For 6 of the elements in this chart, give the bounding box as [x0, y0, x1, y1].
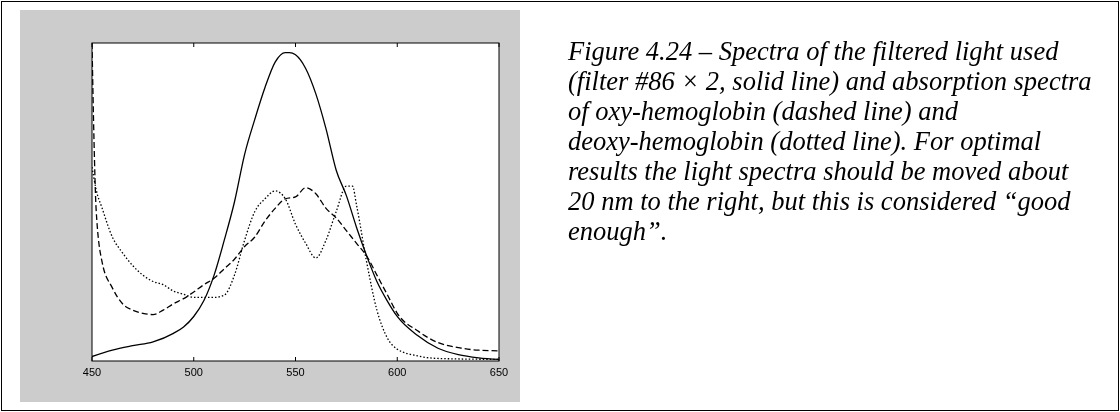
x-tick-label: 550 [286, 366, 305, 378]
x-tick-label: 600 [388, 366, 407, 378]
caption: Figure 4.24 – Spectra of the filtered light used (filter #86 × 2, solid line) and absorption spectra of oxy-hemoglobin (dashed line) and deoxy-hemoglobin (dotted line). For optimal results the light spectra should be moved about 20 nm to the right, but this is considered “good enough”. [567, 36, 1092, 246]
x-tick-label: 450 [82, 366, 102, 378]
x-tick-label: 650 [489, 366, 509, 378]
x-tick-label: 500 [184, 366, 203, 378]
